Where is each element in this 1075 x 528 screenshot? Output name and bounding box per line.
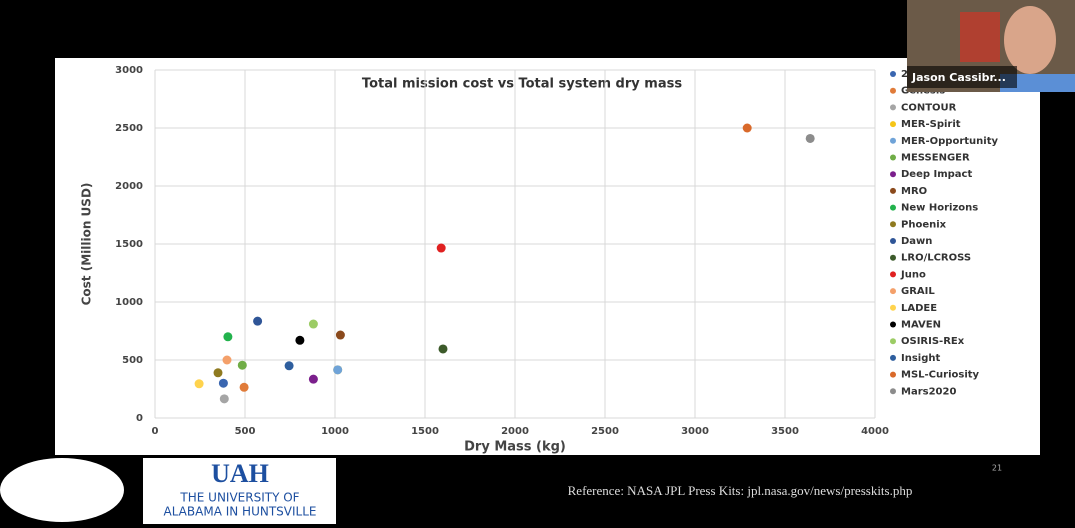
legend-swatch <box>890 354 896 361</box>
webcam-shirt <box>1000 74 1075 92</box>
point <box>742 123 752 133</box>
legend-label: MER-Opportunity <box>901 136 998 147</box>
page-number: 21 <box>992 464 1002 473</box>
x-tick-label: 3000 <box>681 426 709 437</box>
plot: 0 500 1000 1500 2000 2500 3000 0 500 1000 1500 2000… <box>115 65 1011 437</box>
reference: Reference: NASA JPL Press Kits: jpl.nasa… <box>568 483 913 498</box>
point <box>219 394 229 404</box>
x-tick-label: 500 <box>235 426 256 437</box>
lab-logo <box>0 458 124 522</box>
legend-swatch <box>890 338 896 345</box>
legend-label: MESSENGER <box>901 153 970 164</box>
y-tick-label: 0 <box>136 413 143 424</box>
x-tick-label: 3500 <box>771 426 799 437</box>
legend-swatch <box>890 271 896 278</box>
y-tick-label: 2000 <box>115 181 143 192</box>
logo-mark: UAH <box>211 459 269 488</box>
legend-swatch <box>890 137 896 144</box>
legend-swatch <box>890 87 896 94</box>
legend-swatch <box>890 288 896 295</box>
y-tick-label: 1000 <box>115 297 143 308</box>
point <box>218 378 228 388</box>
point <box>308 319 318 329</box>
x-tick-label: 4000 <box>861 426 889 437</box>
legend-swatch <box>890 171 896 178</box>
legend-label: Mars2020 <box>901 386 956 397</box>
legend-label: Phoenix <box>901 219 947 230</box>
legend-swatch <box>890 71 896 77</box>
legend-label: Dawn <box>901 236 932 247</box>
uah-logo <box>143 458 336 524</box>
legend-swatch <box>890 154 896 161</box>
legend-label: Deep Impact <box>901 169 972 180</box>
legend-label: LADEE <box>901 303 937 314</box>
participant-name: Jason Cassibr... <box>911 71 1006 84</box>
legend-label: New Horizons <box>901 203 978 214</box>
webcam: Jason Cassibr... <box>907 0 1075 92</box>
webcam-face <box>1004 6 1056 74</box>
slide <box>55 58 1040 455</box>
point <box>213 368 223 378</box>
point <box>237 360 247 370</box>
point <box>194 379 204 389</box>
point <box>295 335 305 345</box>
legend-label: MRO <box>901 186 927 197</box>
point <box>284 361 294 371</box>
legend-label: LRO/LCROSS <box>901 253 971 264</box>
point <box>239 382 249 392</box>
point <box>308 374 318 384</box>
y-tick-label: 1500 <box>115 239 143 250</box>
x-tick-label: 2000 <box>501 426 529 437</box>
logo-line: THE UNIVERSITY OF <box>179 491 299 505</box>
legend-swatch <box>890 304 896 311</box>
legend-label: OSIRIS-REx <box>901 336 965 347</box>
point <box>222 355 232 365</box>
logo-line: ALABAMA IN HUNTSVILLE <box>164 505 317 519</box>
legend-label: MSL-Curiosity <box>901 370 980 381</box>
y-tick-label: 2500 <box>115 123 143 134</box>
x-tick-label: 1500 <box>411 426 439 437</box>
legend-label: MER-Spirit <box>901 119 961 130</box>
point <box>436 243 446 253</box>
legend-swatch <box>890 104 896 111</box>
point <box>253 316 263 326</box>
legend-label: Insight <box>901 353 940 364</box>
legend-label: MAVEN <box>901 320 941 331</box>
legend-swatch <box>890 238 896 244</box>
legend-swatch <box>890 388 896 395</box>
y-axis-title: Cost (Million USD) <box>80 183 94 306</box>
x-tick-label: 0 <box>152 426 159 437</box>
point <box>438 344 448 354</box>
legend-swatch <box>890 321 896 328</box>
point <box>223 332 233 342</box>
legend-swatch <box>890 221 896 228</box>
legend-label: GRAIL <box>901 286 935 297</box>
point <box>333 365 343 375</box>
y-tick-label: 500 <box>122 355 143 366</box>
legend-swatch <box>890 121 896 128</box>
chart-title: Total mission cost vs Total system dry m… <box>362 77 682 92</box>
x-tick-label: 1000 <box>321 426 349 437</box>
legend-swatch <box>890 204 896 211</box>
x-axis-title: Dry Mass (kg) <box>464 440 566 455</box>
y-tick-label: 3000 <box>115 65 143 76</box>
webcam-background <box>960 12 1000 62</box>
point <box>335 330 345 340</box>
legend-label: Juno <box>900 269 926 280</box>
legend-swatch <box>890 187 896 194</box>
legend-swatch <box>890 371 896 378</box>
legend-label: CONTOUR <box>901 102 957 113</box>
legend-swatch <box>890 254 896 261</box>
x-tick-label: 2500 <box>591 426 619 437</box>
name-tag <box>907 66 1017 88</box>
point <box>805 133 815 143</box>
